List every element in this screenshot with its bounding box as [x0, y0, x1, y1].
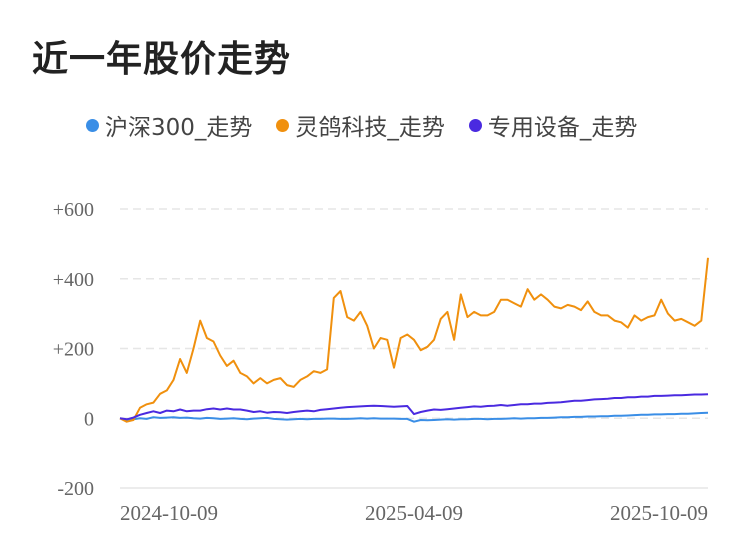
legend-item-hs300[interactable]: 沪深300_走势 — [86, 108, 252, 142]
x-tick-label: 2024-10-09 — [120, 501, 218, 525]
legend-dot-icon — [276, 118, 290, 132]
series-line-2 — [119, 393, 709, 421]
series-line-1 — [119, 257, 709, 423]
chart-legend: 沪深300_走势 灵鸽科技_走势 专用设备_走势 — [86, 108, 661, 142]
legend-label-equipment: 专用设备_走势 — [487, 115, 638, 141]
legend-dot-icon — [468, 118, 482, 132]
y-tick-label: 0 — [84, 408, 94, 430]
chart-grid — [120, 208, 708, 489]
y-tick-label: +200 — [53, 339, 94, 361]
chart-series — [119, 257, 709, 423]
legend-item-lingge[interactable]: 灵鸽科技_走势 — [276, 108, 445, 142]
series-line-0 — [119, 411, 709, 423]
x-tick-label: 2025-04-09 — [365, 501, 463, 525]
x-tick-label: 2025-10-09 — [610, 501, 708, 525]
y-tick-label: +400 — [53, 269, 94, 291]
legend-item-equipment[interactable]: 专用设备_走势 — [468, 108, 638, 142]
legend-dot-icon — [86, 118, 99, 132]
y-axis-ticks: +600 +400 +200 0 -200 — [53, 199, 94, 500]
legend-label-lingge: 灵鸽科技_走势 — [295, 115, 445, 141]
page-title: 近一年股价走势 — [32, 39, 292, 80]
x-axis-ticks: 2024-10-09 2025-04-09 2025-10-09 — [120, 501, 708, 525]
legend-label-hs300: 沪深300_走势 — [105, 115, 253, 141]
y-tick-label: +600 — [53, 199, 94, 221]
y-tick-label: -200 — [57, 478, 94, 500]
